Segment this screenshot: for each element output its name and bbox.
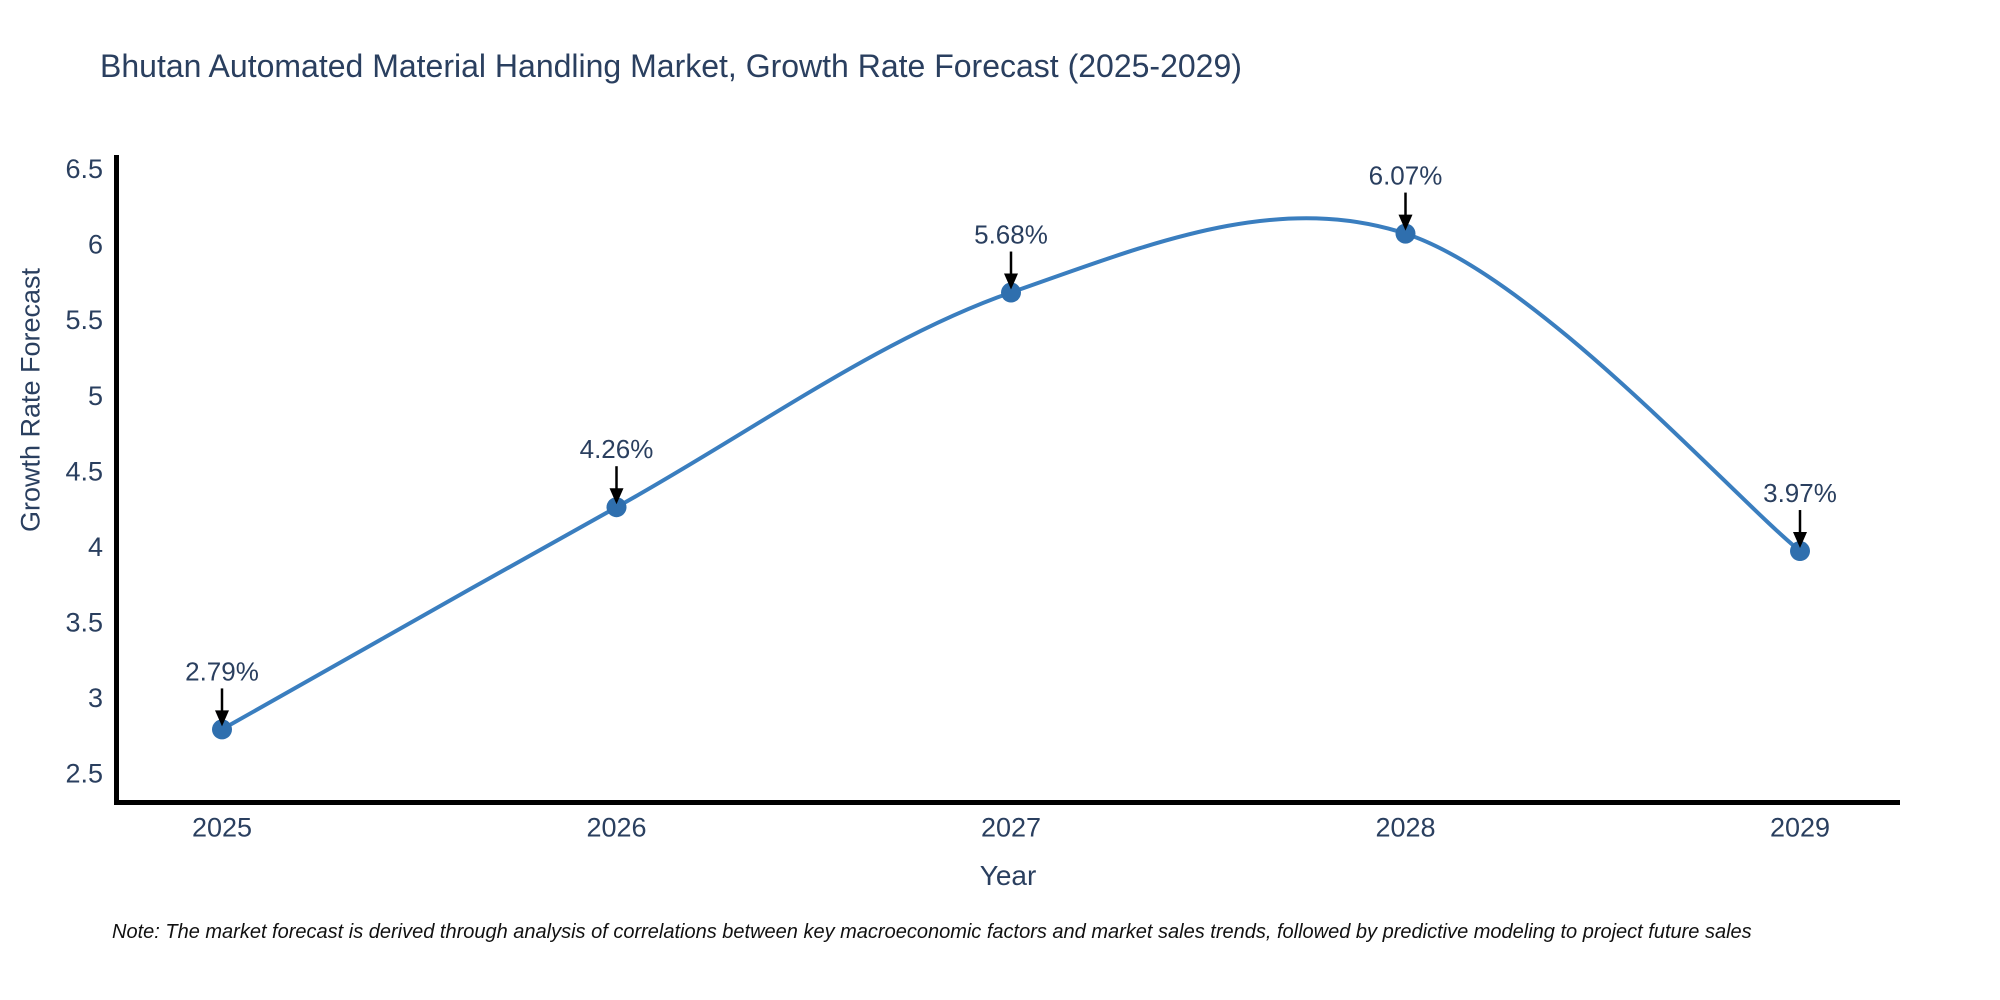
y-axis-tick-label: 6.5 bbox=[65, 154, 103, 184]
footnote: Note: The market forecast is derived thr… bbox=[112, 921, 1752, 943]
data-point-marker bbox=[1395, 223, 1416, 244]
y-axis-tick-label: 5.5 bbox=[65, 305, 103, 335]
y-axis-tick-label: 6 bbox=[88, 230, 103, 260]
x-axis-tick-label: 2027 bbox=[981, 812, 1041, 842]
data-point-marker bbox=[212, 719, 232, 740]
data-point-marker bbox=[606, 497, 627, 518]
y-axis-tick-label: 3.5 bbox=[65, 608, 103, 638]
y-axis-tick-label: 2.5 bbox=[65, 759, 103, 789]
x-axis-tick-label: 2026 bbox=[586, 812, 646, 842]
x-axis-spine bbox=[114, 800, 1900, 805]
data-point-marker bbox=[1001, 282, 1021, 303]
annotation-arrow-head bbox=[1004, 273, 1018, 290]
data-point-marker bbox=[1790, 541, 1810, 562]
data-point-label: 4.26% bbox=[580, 434, 654, 464]
y-axis-tick-label: 4 bbox=[88, 532, 103, 562]
data-point-label: 2.79% bbox=[185, 656, 259, 686]
x-axis-tick-label: 2028 bbox=[1375, 812, 1435, 842]
annotation-arrow-head bbox=[1793, 532, 1807, 549]
x-axis-tick-label: 2029 bbox=[1770, 812, 1830, 842]
y-axis-tick-label: 5 bbox=[88, 381, 103, 411]
x-axis-title: Year bbox=[979, 860, 1037, 891]
x-axis-tick-label: 2025 bbox=[192, 812, 252, 842]
data-point-label: 3.97% bbox=[1763, 478, 1837, 508]
annotation-arrow-head bbox=[215, 710, 229, 727]
annotation-arrow-head bbox=[1398, 214, 1413, 231]
data-point-label: 5.68% bbox=[974, 220, 1048, 250]
data-point-label: 6.07% bbox=[1369, 161, 1443, 191]
y-axis-tick-label: 3 bbox=[88, 683, 103, 713]
annotation-arrow-head bbox=[609, 488, 624, 505]
y-axis-tick-label: 4.5 bbox=[65, 456, 103, 486]
chart-title: Bhutan Automated Material Handling Marke… bbox=[100, 48, 1242, 84]
y-axis-spine bbox=[114, 155, 119, 805]
